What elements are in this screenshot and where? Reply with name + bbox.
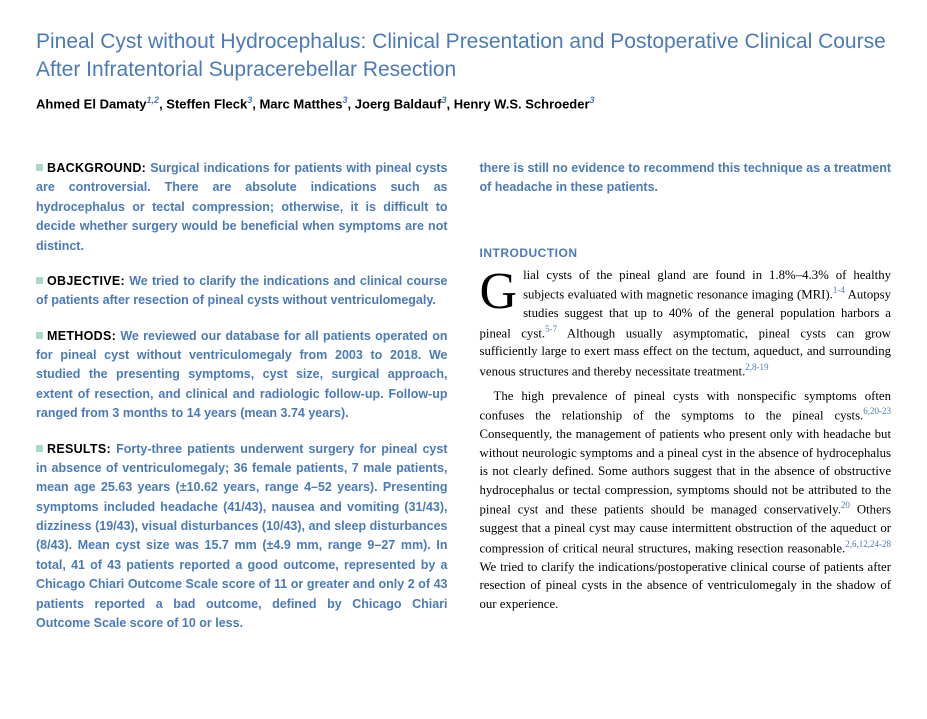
introduction-paragraph-1: Glial cysts of the pineal gland are foun…	[480, 266, 892, 381]
introduction-paragraph-2: The high prevalence of pineal cysts with…	[480, 387, 892, 613]
abstract-label: BACKGROUND:	[47, 161, 146, 175]
bullet-icon	[36, 277, 43, 284]
right-column: there is still no evidence to recommend …	[480, 159, 892, 633]
bullet-icon	[36, 332, 43, 339]
abstract-results: RESULTS: Forty-three patients underwent …	[36, 440, 448, 634]
article-title: Pineal Cyst without Hydrocephalus: Clini…	[36, 28, 891, 85]
abstract-methods: METHODS: We reviewed our database for al…	[36, 327, 448, 424]
bullet-icon	[36, 164, 43, 171]
section-heading-introduction: INTRODUCTION	[480, 246, 892, 260]
abstract-label: RESULTS:	[47, 442, 111, 456]
abstract-background: BACKGROUND: Surgical indications for pat…	[36, 159, 448, 256]
abstract-label: METHODS:	[47, 329, 116, 343]
abstract-text: Forty-three patients underwent surgery f…	[36, 442, 448, 630]
abstract-objective: OBJECTIVE: We tried to clarify the indic…	[36, 272, 448, 311]
abstract-label: OBJECTIVE:	[47, 274, 125, 288]
two-column-layout: BACKGROUND: Surgical indications for pat…	[36, 159, 891, 633]
abstract-continuation: there is still no evidence to recommend …	[480, 159, 892, 198]
left-column: BACKGROUND: Surgical indications for pat…	[36, 159, 448, 633]
author-list: Ahmed El Damaty1,2, Steffen Fleck3, Marc…	[36, 95, 891, 111]
bullet-icon	[36, 445, 43, 452]
